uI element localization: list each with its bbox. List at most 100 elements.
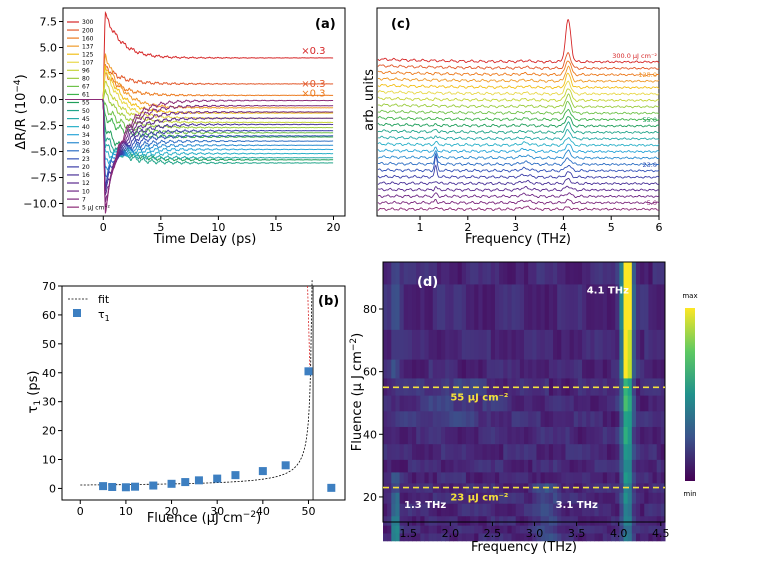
- heat-cell-5-21: [470, 492, 475, 504]
- legend-label-16: 26: [82, 148, 90, 155]
- heat-cell-4-40: [548, 503, 554, 517]
- heat-cell-8-52: [598, 459, 604, 473]
- heat-cell-3-13: [436, 515, 442, 526]
- heat-cell-11-61: [635, 410, 641, 427]
- heat-cell-7-33: [519, 471, 525, 484]
- heat-cell-8-59: [627, 459, 633, 473]
- heat-cell-10-42: [557, 426, 562, 445]
- heat-cell-14-10: [424, 359, 430, 379]
- heat-cell-12-51: [594, 395, 600, 412]
- heat-cell-11-52: [598, 410, 604, 427]
- heat-cell-4-8: [416, 503, 421, 517]
- heat-cell-5-26: [490, 492, 496, 504]
- heat-cell-2-24: [482, 525, 488, 534]
- heat-cell-8-16: [449, 459, 454, 473]
- heat-cell-4-48: [582, 503, 587, 517]
- heat-cell-4-27: [494, 503, 500, 517]
- heat-cell-3-3: [395, 515, 401, 526]
- heat-cell-4-65: [652, 503, 658, 517]
- heat-cell-10-37: [536, 426, 542, 445]
- heat-cell-5-25: [486, 492, 492, 504]
- heat-cell-2-64: [648, 525, 654, 534]
- heat-cell-8-58: [623, 459, 629, 473]
- heat-cell-7-60: [631, 471, 637, 484]
- heat-cell-1-67: [660, 532, 666, 542]
- heat-cell-1-1: [387, 532, 392, 542]
- heat-cell-16-24: [482, 283, 488, 330]
- heat-cell-2-41: [553, 525, 558, 534]
- heat-cell-16-36: [532, 283, 537, 330]
- heat-cell-5-36: [532, 492, 537, 504]
- heat-cell-17-60: [631, 262, 637, 285]
- heat-cell-10-53: [602, 426, 608, 445]
- panel-b-legend-tau: τ: [98, 308, 105, 321]
- heat-cell-17-46: [573, 262, 579, 285]
- y-tick-label-4: 0.0: [40, 94, 58, 107]
- heat-cell-5-39: [544, 492, 550, 504]
- heat-cell-11-29: [503, 410, 508, 427]
- heat-cell-8-7: [412, 459, 417, 473]
- heat-cell-16-64: [648, 283, 654, 330]
- tau-point-13: [327, 483, 336, 492]
- spectrum-trace-4: [377, 72, 660, 90]
- heat-cell-3-37: [536, 515, 542, 526]
- heat-cell-15-27: [494, 329, 500, 360]
- legend-label-17: 23: [82, 156, 90, 163]
- heat-cell-11-3: [395, 410, 401, 427]
- heat-cell-8-4: [399, 459, 405, 473]
- heat-cell-1-25: [486, 532, 492, 542]
- heat-cell-9-36: [532, 443, 537, 460]
- heat-cell-8-60: [631, 459, 637, 473]
- heat-cell-1-61: [635, 532, 641, 542]
- legend-label-8: 67: [82, 84, 90, 91]
- heat-cell-8-6: [407, 459, 413, 473]
- heat-cell-16-6: [407, 283, 413, 330]
- spectrum-trace-23: [377, 205, 660, 212]
- spectrum-trace-13: [377, 137, 660, 148]
- heat-cell-17-63: [644, 262, 649, 285]
- heat-cell-12-47: [577, 395, 583, 412]
- heat-cell-5-10: [424, 492, 430, 504]
- heat-cell-14-2: [391, 359, 396, 379]
- heat-cell-8-23: [478, 459, 484, 473]
- heat-cell-13-4: [399, 377, 405, 396]
- heat-cell-3-58: [623, 515, 629, 526]
- spectrum-trace-2: [377, 60, 660, 77]
- heat-cell-2-14: [441, 525, 446, 534]
- heat-cell-10-7: [412, 426, 417, 445]
- legend-label-19: 16: [82, 172, 90, 179]
- heat-cell-14-13: [436, 359, 442, 379]
- heat-cell-14-50: [590, 359, 595, 379]
- heat-cell-11-54: [606, 410, 612, 427]
- heat-cell-16-0: [383, 283, 388, 330]
- heat-cell-7-53: [602, 471, 608, 484]
- spectrum-trace-11: [377, 121, 660, 135]
- colorbar-min-label: min: [683, 490, 696, 498]
- heat-cell-16-25: [486, 283, 492, 330]
- heat-cell-3-61: [635, 515, 641, 526]
- heat-cell-1-23: [478, 532, 484, 542]
- heat-cell-2-55: [611, 525, 616, 534]
- y-tick-label-0: 0: [49, 482, 56, 495]
- heat-cell-4-49: [586, 503, 591, 517]
- legend-label-9: 61: [82, 92, 90, 99]
- heat-cell-9-55: [611, 443, 616, 460]
- heat-cell-9-64: [648, 443, 654, 460]
- heat-cell-16-11: [428, 283, 434, 330]
- heat-cell-6-52: [598, 482, 604, 493]
- heat-cell-12-5: [403, 395, 409, 412]
- heat-cell-1-10: [424, 532, 430, 542]
- heat-cell-3-41: [553, 515, 558, 526]
- heat-cell-1-5: [403, 532, 409, 542]
- heat-cell-6-40: [548, 482, 554, 493]
- heat-cell-5-32: [515, 492, 521, 504]
- heat-cell-2-35: [528, 525, 533, 534]
- heat-cell-11-24: [482, 410, 488, 427]
- spectrum-trace-7: [377, 93, 660, 109]
- heat-cell-11-1: [387, 410, 392, 427]
- heat-cell-1-24: [482, 532, 488, 542]
- heat-cell-11-37: [536, 410, 542, 427]
- heat-cell-11-11: [428, 410, 434, 427]
- legend-label-10: 55: [82, 100, 90, 107]
- heat-cell-15-42: [557, 329, 562, 360]
